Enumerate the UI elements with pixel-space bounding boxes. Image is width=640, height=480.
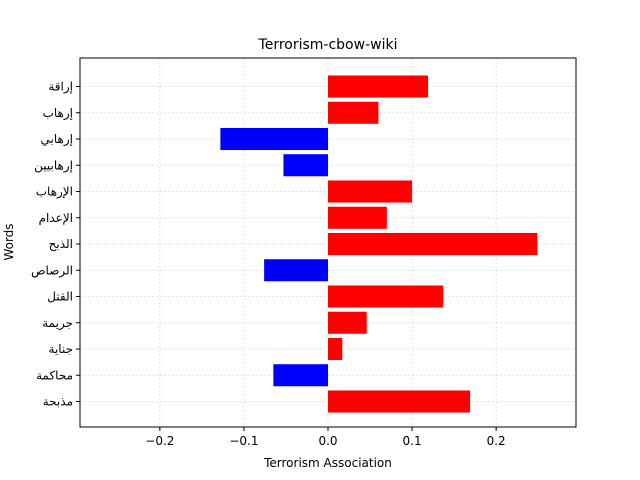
y-tick-label: الإعدام: [39, 211, 73, 225]
bar: [264, 259, 328, 282]
y-tick-label: إرهابيين: [34, 158, 73, 173]
x-tick-label: 0.2: [487, 434, 506, 448]
bar: [273, 364, 328, 387]
y-tick-label: إرهابي: [41, 132, 73, 147]
x-axis-label: Terrorism Association: [263, 456, 392, 470]
x-tick-label: −0.2: [145, 434, 174, 448]
x-tick-label: 0.1: [403, 434, 422, 448]
bar: [283, 154, 328, 177]
x-axis-ticks: −0.2 −0.1 0.0 0.1 0.2: [145, 427, 506, 448]
y-tick-label: جناية: [49, 342, 73, 356]
bar: [220, 127, 328, 151]
bar: [328, 101, 379, 124]
y-tick-label: القتل: [47, 290, 73, 304]
chart-title: Terrorism-cbow-wiki: [258, 37, 398, 53]
bar: [328, 285, 444, 308]
bar: [328, 337, 343, 361]
bar: [328, 311, 367, 334]
y-tick-label: الإرهاب: [36, 185, 73, 200]
y-tick-label: محاكمة: [36, 368, 73, 382]
bar: [328, 390, 471, 413]
y-axis-label: Words: [2, 223, 16, 260]
y-tick-label: إراقة: [48, 80, 73, 95]
bar: [328, 232, 538, 256]
y-tick-label: إرهاب: [43, 106, 73, 121]
bar: [328, 75, 429, 98]
x-tick-label: 0.0: [318, 434, 337, 448]
bars: [220, 75, 538, 413]
bar: [328, 206, 387, 229]
y-tick-label: مذبحة: [43, 395, 73, 409]
bar: [328, 180, 413, 203]
y-tick-label: جريمة: [42, 316, 73, 331]
x-tick-label: −0.1: [229, 434, 258, 448]
y-tick-label: الذبح: [49, 237, 73, 251]
y-tick-label: الرصاص: [31, 263, 73, 278]
y-axis-ticks: إراقة إرهاب إرهابي إرهابيين الإرهاب الإعدام ال…: [31, 80, 80, 409]
